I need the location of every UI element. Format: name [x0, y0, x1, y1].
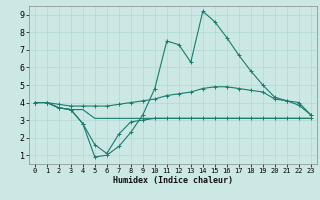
X-axis label: Humidex (Indice chaleur): Humidex (Indice chaleur)	[113, 176, 233, 185]
